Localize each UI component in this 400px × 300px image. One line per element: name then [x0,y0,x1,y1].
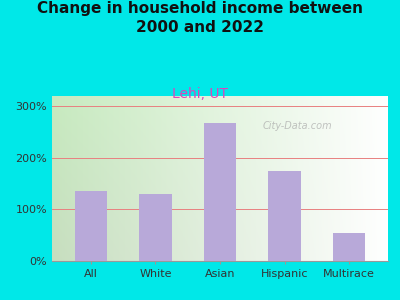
Text: City-Data.com: City-Data.com [262,121,332,131]
Bar [139,194,172,261]
Bar [333,232,365,261]
Bar [75,191,107,261]
Text: Change in household income between
2000 and 2022: Change in household income between 2000 … [37,2,363,35]
Bar [204,123,236,261]
Text: Lehi, UT: Lehi, UT [172,87,228,101]
Bar [268,171,301,261]
